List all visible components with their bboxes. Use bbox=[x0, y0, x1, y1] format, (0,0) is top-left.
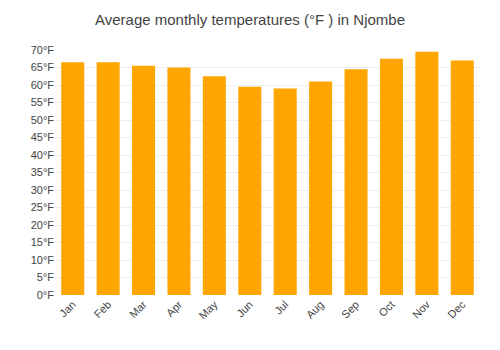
svg-text:Jun: Jun bbox=[234, 298, 255, 319]
svg-text:40°F: 40°F bbox=[31, 149, 55, 161]
svg-text:May: May bbox=[197, 298, 221, 322]
svg-text:10°F: 10°F bbox=[31, 254, 55, 266]
svg-text:45°F: 45°F bbox=[31, 131, 55, 143]
svg-text:Aug: Aug bbox=[304, 298, 326, 320]
svg-text:Apr: Apr bbox=[164, 298, 185, 319]
svg-text:30°F: 30°F bbox=[31, 184, 55, 196]
svg-text:Dec: Dec bbox=[445, 298, 468, 321]
svg-text:15°F: 15°F bbox=[31, 236, 55, 248]
svg-text:70°F: 70°F bbox=[31, 44, 55, 56]
svg-text:50°F: 50°F bbox=[31, 114, 55, 126]
svg-text:Jan: Jan bbox=[57, 298, 78, 319]
svg-text:Sep: Sep bbox=[339, 298, 361, 320]
svg-text:35°F: 35°F bbox=[31, 166, 55, 178]
svg-text:Average monthly temperatures (: Average monthly temperatures (°F ) in Nj… bbox=[95, 11, 405, 28]
svg-text:Jul: Jul bbox=[272, 298, 290, 316]
svg-text:Nov: Nov bbox=[410, 298, 433, 321]
svg-text:55°F: 55°F bbox=[31, 96, 55, 108]
svg-text:20°F: 20°F bbox=[31, 219, 55, 231]
svg-text:5°F: 5°F bbox=[37, 271, 55, 283]
svg-text:0°F: 0°F bbox=[37, 289, 55, 301]
svg-text:60°F: 60°F bbox=[31, 79, 55, 91]
svg-text:Oct: Oct bbox=[376, 298, 397, 319]
svg-text:65°F: 65°F bbox=[31, 61, 55, 73]
svg-text:Feb: Feb bbox=[92, 298, 114, 320]
svg-text:Mar: Mar bbox=[127, 298, 149, 320]
svg-text:25°F: 25°F bbox=[31, 201, 55, 213]
